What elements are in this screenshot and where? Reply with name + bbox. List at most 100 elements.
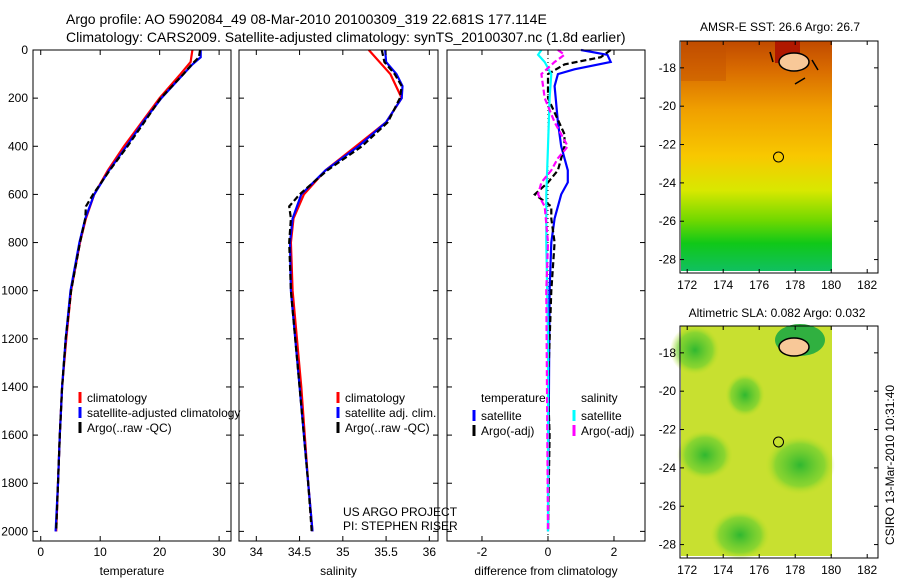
y-tick-label: 1400 xyxy=(1,380,28,394)
x-tick-label: 0 xyxy=(37,545,44,559)
coastline xyxy=(769,51,819,85)
legend-label: Argo(-adj) xyxy=(481,424,534,438)
series-temperature-satellite xyxy=(546,48,613,532)
y-tick-label: 2000 xyxy=(1,524,28,538)
legend-label: satellite-adjusted climatology xyxy=(87,406,240,420)
profile-panel-3: -2 0 2 difference from climatology temperatu… xyxy=(446,48,646,578)
sst-field xyxy=(681,41,832,271)
axes-frame xyxy=(446,49,646,542)
sst-map: AMSR-E SST: 26.6 Argo: 26.7 172 174 176 178… xyxy=(659,20,879,292)
y-tick-label: 200 xyxy=(8,91,28,105)
argo-location-marker xyxy=(773,436,784,448)
legend-label: Argo(..raw -QC) xyxy=(345,421,430,435)
argo-location-marker xyxy=(773,151,784,163)
sla-map-title: Altimetric SLA: 0.082 Argo: 0.032 xyxy=(689,306,866,320)
legend-label: Argo(..raw -QC) xyxy=(87,421,172,435)
map-y-tick-label: -20 xyxy=(659,99,677,113)
y-tick-label: 400 xyxy=(8,139,28,153)
x-tick-label: 20 xyxy=(153,545,167,559)
title-line-2: Climatology: CARS2009. Satellite-adjuste… xyxy=(66,29,626,45)
x-tick-label: 34 xyxy=(250,545,264,559)
series-temperature-argo-adj- xyxy=(533,49,612,532)
map-y-tick-label: -22 xyxy=(659,138,677,152)
x-axis-label: temperature xyxy=(100,564,165,578)
y-tick-label: 0 xyxy=(21,43,28,57)
series-argo-raw-qc- xyxy=(288,49,403,532)
profile-panel-1: 0 10 20 30 temperature 0 200 400 600 800 1000 1200 1… xyxy=(1,43,240,578)
sla-low xyxy=(725,373,765,417)
legend-title-temperature: temperature xyxy=(481,391,546,405)
legend-label: climatology xyxy=(345,391,405,405)
x-tick-label: 35 xyxy=(336,545,350,559)
sst-map-title: AMSR-E SST: 26.6 Argo: 26.7 xyxy=(700,20,860,34)
series-climatology xyxy=(55,49,194,532)
legend-label: Argo(-adj) xyxy=(581,424,634,438)
map-x-tick-label: 172 xyxy=(677,278,697,292)
sst-warm-patch xyxy=(681,41,726,81)
map-x-tick-label: 180 xyxy=(821,278,841,292)
x-tick-label: 2 xyxy=(611,545,618,559)
legend-label: satellite adj. clim. xyxy=(345,406,436,420)
map-x-tick-label: 182 xyxy=(857,563,877,577)
sla-low xyxy=(677,430,733,480)
axes-frame xyxy=(238,49,439,542)
map-y-tick-label: -18 xyxy=(659,61,677,75)
island-fiji xyxy=(778,52,810,72)
map-x-tick-label: 178 xyxy=(785,563,805,577)
x-tick-label: -2 xyxy=(477,545,488,559)
island-fiji xyxy=(778,337,810,357)
y-tick-label: 1800 xyxy=(1,476,28,490)
map-y-tick-label: -24 xyxy=(659,461,677,475)
sla-low xyxy=(765,435,835,495)
x-tick-label: 10 xyxy=(94,545,108,559)
legend-label: climatology xyxy=(87,391,147,405)
series-argo-raw-qc- xyxy=(55,49,202,532)
map-y-tick-label: -24 xyxy=(659,176,677,190)
sst-map-frame xyxy=(679,40,879,274)
x-tick-label: 35.5 xyxy=(374,545,398,559)
x-tick-label: 34.5 xyxy=(288,545,312,559)
series-satellite-adjusted-climatology xyxy=(54,50,202,532)
x-tick-label: 0 xyxy=(545,545,552,559)
map-y-tick-label: -20 xyxy=(659,384,677,398)
x-axis-label: difference from climatology xyxy=(474,564,617,578)
legend-label: satellite xyxy=(481,409,522,423)
map-x-tick-label: 176 xyxy=(749,278,769,292)
y-tick-label: 1600 xyxy=(1,428,28,442)
legend-label: satellite xyxy=(581,409,622,423)
map-x-tick-label: 176 xyxy=(749,563,769,577)
map-x-tick-label: 178 xyxy=(785,278,805,292)
map-y-tick-label: -18 xyxy=(659,346,677,360)
sla-map: Altimetric SLA: 0.082 Argo: 0.032 172 174… xyxy=(659,306,879,577)
map-y-tick-label: -22 xyxy=(659,423,677,437)
map-y-tick-label: -26 xyxy=(659,499,677,513)
map-x-tick-label: 174 xyxy=(713,278,733,292)
y-tick-label: 800 xyxy=(8,236,28,250)
profile-panel-2: 34 34.5 35 35.5 36 salinity climatologysatelli… xyxy=(238,49,439,578)
sla-map-frame xyxy=(679,325,879,559)
pi-label: PI: STEPHEN RISER xyxy=(343,519,458,533)
axes-frame xyxy=(32,49,232,542)
x-tick-label: 30 xyxy=(212,545,226,559)
y-tick-label: 1000 xyxy=(1,284,28,298)
legend-title-salinity: salinity xyxy=(581,391,618,405)
project-label: US ARGO PROJECT xyxy=(343,505,458,519)
sla-low xyxy=(670,325,720,375)
credit-label: CSIRO 13-Mar-2010 10:31:40 xyxy=(883,385,897,545)
map-y-tick-label: -26 xyxy=(659,214,677,228)
map-x-tick-label: 172 xyxy=(677,563,697,577)
title-line-1: Argo profile: AO 5902084_49 08-Mar-2010 … xyxy=(66,11,547,27)
map-y-tick-label: -28 xyxy=(659,253,677,267)
map-x-tick-label: 174 xyxy=(713,563,733,577)
sla-low xyxy=(710,510,770,560)
x-axis-label: salinity xyxy=(320,564,357,578)
y-tick-label: 600 xyxy=(8,187,28,201)
map-x-tick-label: 180 xyxy=(821,563,841,577)
map-x-tick-label: 182 xyxy=(857,278,877,292)
map-y-tick-label: -28 xyxy=(659,538,677,552)
y-tick-label: 1200 xyxy=(1,332,28,346)
series-salinity-argo-adj- xyxy=(536,49,570,532)
x-tick-label: 36 xyxy=(423,545,437,559)
